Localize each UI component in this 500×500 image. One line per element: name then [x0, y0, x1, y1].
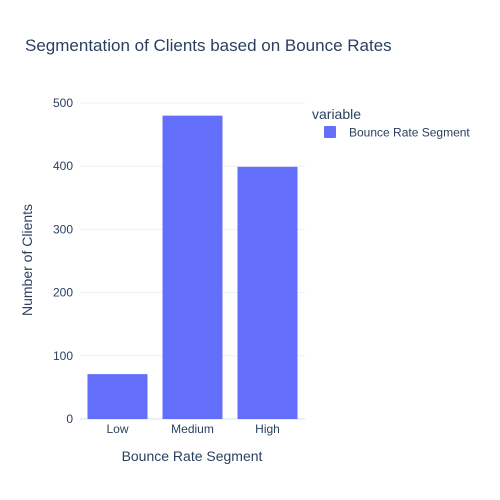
legend-title: variable: [312, 106, 361, 122]
legend-item-label[interactable]: Bounce Rate Segment: [349, 126, 470, 140]
x-tick-label: Medium: [171, 422, 214, 436]
x-tick-label: Low: [106, 422, 128, 436]
y-tick-label: 400: [53, 159, 73, 173]
x-tick-label: High: [255, 422, 280, 436]
x-axis-title: Bounce Rate Segment: [122, 448, 263, 464]
legend[interactable]: variable Bounce Rate Segment: [312, 106, 470, 140]
chart-title: Segmentation of Clients based on Bounce …: [25, 36, 392, 55]
y-axis-ticks: 0 100 200 300 400 500: [53, 96, 73, 426]
bar-high[interactable]: [237, 166, 298, 419]
bar-medium[interactable]: [162, 115, 223, 419]
legend-swatch[interactable]: [324, 126, 336, 138]
y-axis-title: Number of Clients: [19, 204, 35, 316]
bar-low[interactable]: [87, 374, 148, 419]
y-tick-label: 300: [53, 222, 73, 236]
y-tick-label: 500: [53, 96, 73, 110]
y-tick-label: 100: [53, 349, 73, 363]
y-tick-label: 200: [53, 286, 73, 300]
y-tick-label: 0: [66, 412, 73, 426]
x-axis-ticks: Low Medium High: [106, 422, 279, 436]
bars: [87, 115, 298, 419]
